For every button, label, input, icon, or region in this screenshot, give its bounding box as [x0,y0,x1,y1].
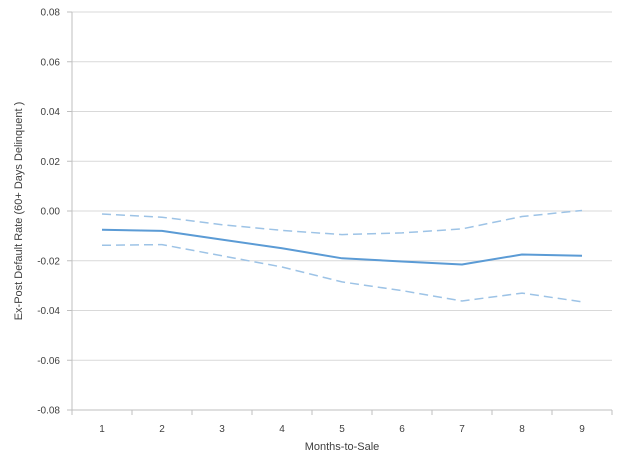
y-tick-label: 0.02 [41,157,61,168]
x-tick-label: 2 [159,424,165,435]
y-tick-label: 0.00 [41,207,61,218]
x-tick-label: 7 [459,424,465,435]
y-tick-label: -0.06 [37,356,60,367]
x-tick-label: 4 [279,424,285,435]
series-line-bound-2 [101,243,583,303]
y-tick-label: -0.02 [37,256,60,267]
x-tick-label: 6 [399,424,405,435]
x-tick-label: 3 [219,424,225,435]
x-tick-label: 9 [579,424,585,435]
y-tick-label: -0.08 [37,406,60,417]
gridlines [72,11,612,361]
y-tick-label: -0.04 [37,306,60,317]
x-axis-title: Months-to-Sale [305,441,380,453]
x-tick-label: 5 [339,424,345,435]
x-tick-label: 1 [99,424,105,435]
series-line-bound-1 [101,209,583,236]
series-line-estimate [101,228,583,266]
axes [67,11,613,415]
x-tick-label: 8 [519,424,525,435]
tick-labels: -0.08 -0.06 -0.04 -0.02 0.00 0.02 0.04 0.06 0.08… [37,8,585,436]
y-tick-label: 0.04 [41,107,61,118]
y-tick-label: 0.06 [41,57,61,68]
y-tick-label: 0.08 [41,8,61,19]
y-axis-title: Ex-Post Default Rate (60+ Days Delinquen… [13,102,25,321]
series-lines [101,209,583,303]
